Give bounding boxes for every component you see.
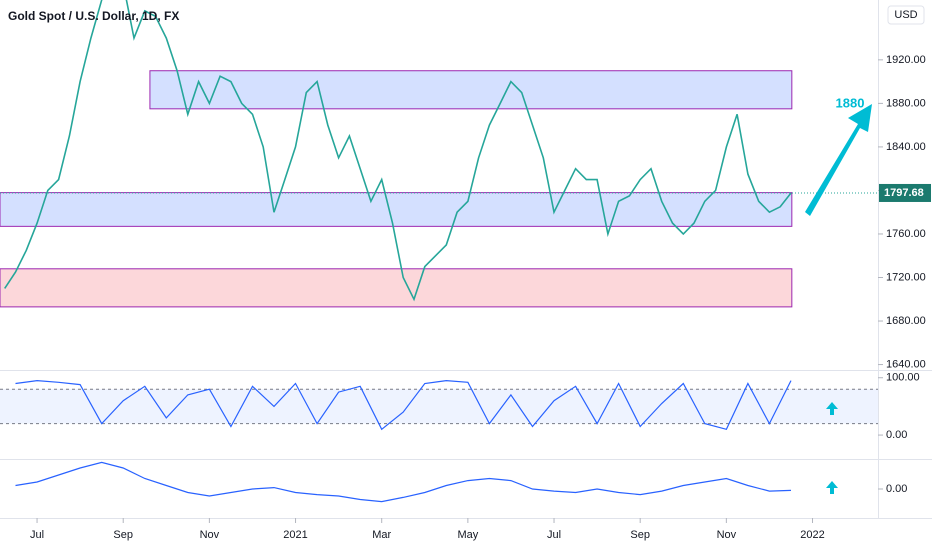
- currency-box[interactable]: [887, 5, 925, 25]
- last-price-label: 1797.68: [884, 187, 924, 199]
- y-tick-label: 1880.00: [886, 97, 926, 109]
- last-price-box: [879, 183, 931, 202]
- y3-tick-label: 0.00: [886, 483, 907, 495]
- forecast-arrow: [805, 104, 872, 216]
- y2-tick-label: 0.00: [886, 429, 907, 441]
- x-tick-label: 2021: [283, 529, 307, 541]
- price-pane: [4, 0, 792, 302]
- y-tick-label: 1920.00: [886, 54, 926, 66]
- x-tick-label: Jul: [547, 529, 561, 541]
- price-line: [4, 0, 792, 302]
- x-tick-label: Jul: [30, 529, 44, 541]
- zone: [0, 268, 793, 308]
- y-tick-label: 1760.00: [886, 228, 926, 240]
- chart-title: Gold Spot / U.S. Dollar, 1D, FX: [8, 9, 179, 23]
- oscillator-line: [15, 379, 792, 431]
- y-tick-label: 1720.00: [886, 271, 926, 283]
- up-arrow-icon: [826, 481, 838, 494]
- x-tick-label: Sep: [113, 529, 133, 541]
- macd-line: [15, 461, 792, 503]
- axes: 1640.001680.001720.001760.001800.001840.…: [0, 54, 931, 541]
- annotation: 1880: [836, 95, 865, 110]
- x-tick-label: Nov: [717, 529, 737, 541]
- x-tick-label: Mar: [372, 529, 391, 541]
- x-tick-label: 2022: [800, 529, 824, 541]
- x-tick-label: Sep: [630, 529, 650, 541]
- y2-tick-label: 100.00: [886, 372, 920, 384]
- y-tick-label: 1840.00: [886, 141, 926, 153]
- zone: [0, 192, 793, 227]
- currency-label[interactable]: USD: [894, 9, 917, 21]
- zone: [149, 70, 793, 110]
- indicator-panes: [0, 379, 878, 503]
- y-tick-label: 1640.00: [886, 358, 926, 370]
- up-arrow-icon: [826, 402, 838, 415]
- x-tick-label: May: [457, 529, 478, 541]
- x-tick-label: Nov: [200, 529, 220, 541]
- y-tick-label: 1680.00: [886, 315, 926, 327]
